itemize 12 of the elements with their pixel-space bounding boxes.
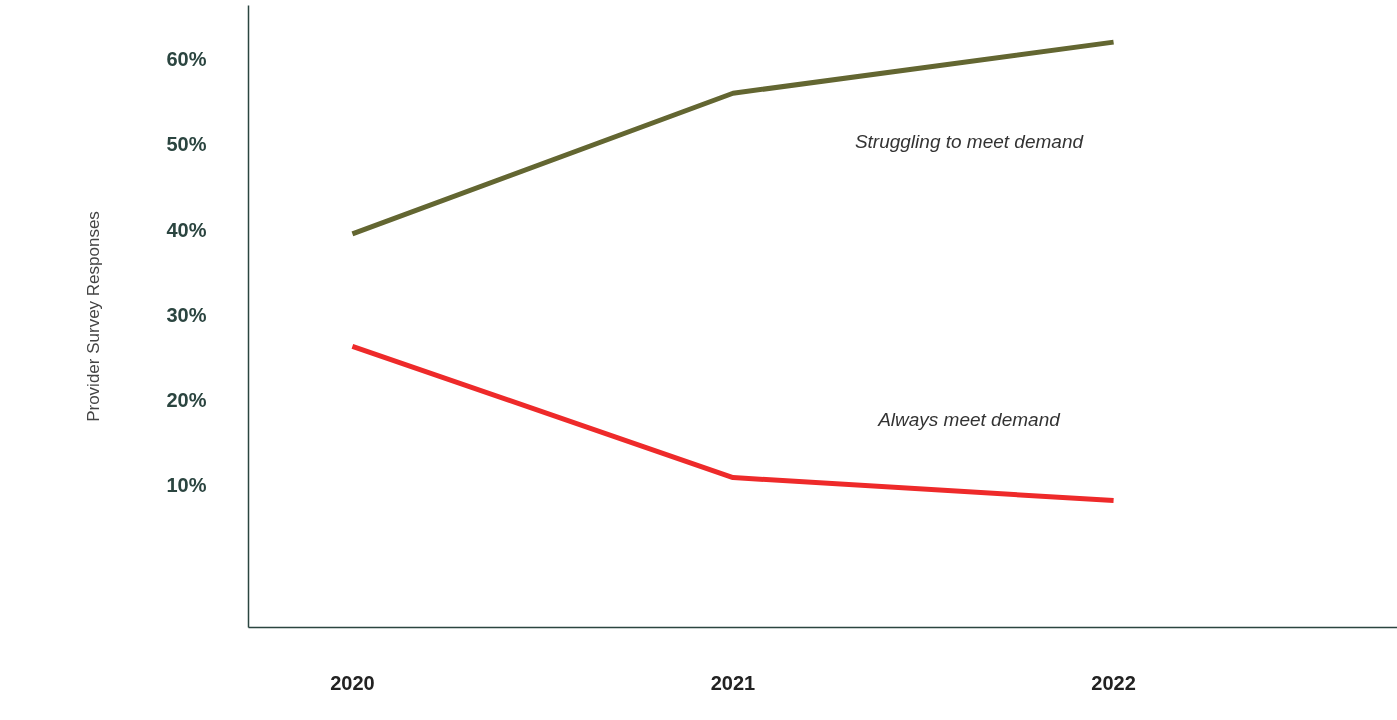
y-axis-title: Provider Survey Responses <box>84 211 104 422</box>
y-tick-label: 60% <box>166 48 207 71</box>
y-tick-label: 10% <box>166 474 207 497</box>
y-tick-label: 50% <box>166 133 207 156</box>
text: Struggling to meet demand <box>854 131 1085 153</box>
x-tick-label: 2022 <box>1091 671 1136 694</box>
y-tick-label: 40% <box>166 218 207 241</box>
y-tick-label: 30% <box>166 303 207 326</box>
text: Always meet demand <box>877 409 1062 431</box>
x-tick-label: 2020 <box>330 671 375 694</box>
x-tick-label: 2021 <box>710 671 756 694</box>
y-tick-label: 20% <box>166 389 207 411</box>
